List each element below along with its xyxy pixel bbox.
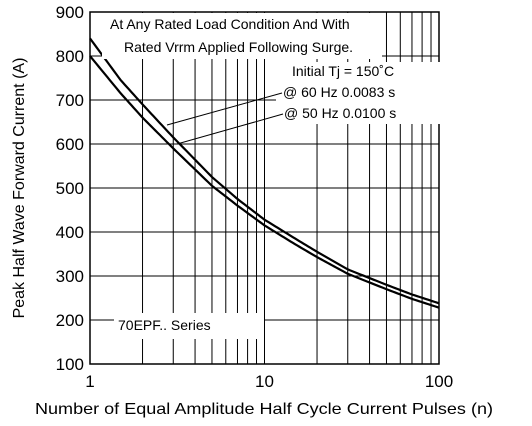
- series-line-0: [89, 37, 440, 305]
- y-tick-label-700: 700: [56, 91, 84, 110]
- annotation-condition-line1: At Any Rated Load Condition And With: [110, 16, 350, 32]
- series-label-60hz: @ 60 Hz 0.0083 s: [283, 84, 395, 100]
- y-tick-label-500: 500: [56, 179, 84, 198]
- x-tick-label-100: 100: [425, 372, 453, 391]
- y-tick-label-900: 900: [56, 3, 84, 22]
- plot-frame: [89, 11, 440, 365]
- y-tick-label-200: 200: [56, 311, 84, 330]
- grid: [90, 12, 439, 364]
- x-tick-label-1: 1: [85, 372, 94, 391]
- leader-50hz: [176, 113, 284, 145]
- y-axis-label: Peak Half Wave Forward Current (A): [11, 58, 28, 319]
- x-axis-label: Number of Equal Amplitude Half Cycle Cur…: [35, 401, 493, 418]
- condition-text-bg: [102, 13, 382, 59]
- y-tick-label-600: 600: [56, 135, 84, 154]
- series-name-bg: [114, 313, 264, 339]
- y-tick-label-100: 100: [56, 355, 84, 374]
- y-tick-label-300: 300: [56, 267, 84, 286]
- annotation-series-name: 70EPF.. Series: [118, 317, 211, 333]
- series-label-50hz: @ 50 Hz 0.0100 s: [284, 105, 396, 121]
- series: [89, 37, 440, 309]
- x-tick-label-10: 10: [255, 372, 274, 391]
- series-line-1: [89, 55, 440, 309]
- tick-labels: 100 200 300 400 500 600 700 800 900 1 10 100: [56, 3, 454, 391]
- y-tick-label-800: 800: [56, 47, 84, 66]
- leader-60hz: [166, 92, 283, 126]
- series-text-bg: [276, 62, 440, 124]
- y-tick-label-400: 400: [56, 223, 84, 242]
- annotation-condition-line2: Rated Vrrm Applied Following Surge.: [124, 39, 353, 55]
- annotation-tj: Initial Tj = 150˚C: [292, 63, 394, 79]
